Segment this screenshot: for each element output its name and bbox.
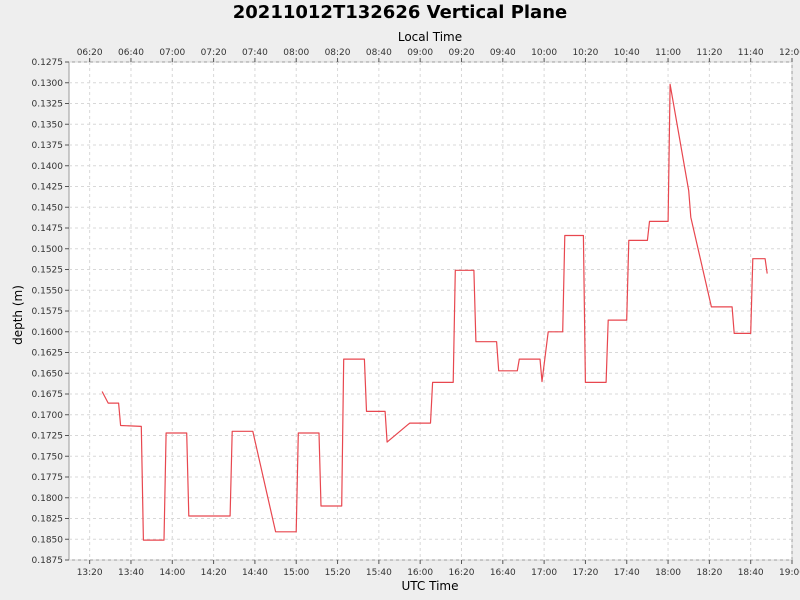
x-tick-label: 18:40 bbox=[738, 568, 764, 578]
x-tick-label: 14:40 bbox=[242, 568, 268, 578]
bottom-axis-label: UTC Time bbox=[402, 579, 459, 593]
x-tick-label: 17:40 bbox=[614, 568, 640, 578]
top-tick-label: 10:20 bbox=[572, 48, 598, 58]
top-tick-label: 09:20 bbox=[449, 48, 475, 58]
top-tick-label: 07:20 bbox=[201, 48, 227, 58]
top-axis-ticks: 06:20 06:40 07:00 07:20 07:40 08:00 08:20 08:40… bbox=[77, 48, 800, 62]
y-tick-label: 0.1800 bbox=[32, 494, 64, 504]
top-tick-label: 08:20 bbox=[325, 48, 351, 58]
grid-lines bbox=[69, 61, 793, 561]
y-tick-label: 0.1450 bbox=[32, 203, 64, 213]
y-tick-label: 0.1350 bbox=[32, 120, 64, 130]
y-tick-label: 0.1550 bbox=[32, 286, 64, 296]
x-tick-label: 18:20 bbox=[696, 568, 722, 578]
top-tick-label: 08:00 bbox=[283, 48, 309, 58]
x-tick-label: 16:00 bbox=[407, 568, 433, 578]
y-tick-label: 0.1725 bbox=[32, 432, 64, 442]
x-tick-label: 16:20 bbox=[449, 568, 475, 578]
x-tick-label: 13:40 bbox=[118, 568, 144, 578]
y-tick-label: 0.1775 bbox=[32, 473, 64, 483]
y-tick-label: 0.1300 bbox=[32, 79, 64, 89]
x-axis-ticks: 13:20 13:40 14:00 14:20 14:40 15:00 15:20 15:40… bbox=[77, 560, 800, 578]
y-tick-label: 0.1525 bbox=[32, 266, 64, 276]
chart-title: 20211012T132626 Vertical Plane bbox=[233, 2, 567, 23]
x-tick-label: 15:00 bbox=[283, 568, 309, 578]
series-group bbox=[101, 83, 768, 541]
top-tick-label: 12:00 bbox=[779, 48, 800, 58]
x-tick-label: 19:00 bbox=[779, 568, 800, 578]
x-tick-label: 15:40 bbox=[366, 568, 392, 578]
y-tick-label: 0.1625 bbox=[32, 349, 64, 359]
y-tick-label: 0.1825 bbox=[32, 515, 64, 525]
series-line bbox=[101, 83, 768, 541]
y-tick-label: 0.1375 bbox=[32, 141, 64, 151]
x-tick-label: 14:00 bbox=[159, 568, 185, 578]
top-tick-label: 07:40 bbox=[242, 48, 268, 58]
y-tick-label: 0.1650 bbox=[32, 369, 64, 379]
y-axis-ticks: 0.1275 0.1300 0.1325 0.1350 0.1375 0.1400 0.14… bbox=[32, 58, 69, 566]
top-tick-label: 08:40 bbox=[366, 48, 392, 58]
top-tick-label: 11:40 bbox=[738, 48, 764, 58]
x-tick-label: 18:00 bbox=[655, 568, 681, 578]
x-tick-label: 16:40 bbox=[490, 568, 516, 578]
top-tick-label: 07:00 bbox=[159, 48, 185, 58]
y-tick-label: 0.1325 bbox=[32, 100, 64, 110]
y-tick-label: 0.1500 bbox=[32, 245, 64, 255]
y-tick-label: 0.1400 bbox=[32, 162, 64, 172]
x-tick-label: 17:00 bbox=[531, 568, 557, 578]
y-tick-label: 0.1750 bbox=[32, 452, 64, 462]
y-axis-label: depth (m) bbox=[11, 285, 25, 345]
top-tick-label: 09:00 bbox=[407, 48, 433, 58]
top-tick-label: 10:40 bbox=[614, 48, 640, 58]
top-tick-label: 06:20 bbox=[77, 48, 103, 58]
x-tick-label: 17:20 bbox=[572, 568, 598, 578]
y-tick-label: 0.1675 bbox=[32, 390, 64, 400]
x-tick-label: 14:20 bbox=[201, 568, 227, 578]
top-tick-label: 11:00 bbox=[655, 48, 681, 58]
y-tick-label: 0.1700 bbox=[32, 411, 64, 421]
top-axis-label: Local Time bbox=[398, 30, 462, 44]
y-tick-label: 0.1875 bbox=[32, 556, 64, 566]
y-tick-label: 0.1575 bbox=[32, 307, 64, 317]
y-tick-label: 0.1425 bbox=[32, 183, 64, 193]
y-tick-label: 0.1850 bbox=[32, 535, 64, 545]
y-tick-label: 0.1600 bbox=[32, 328, 64, 338]
y-tick-label: 0.1275 bbox=[32, 58, 64, 68]
top-tick-label: 11:20 bbox=[696, 48, 722, 58]
top-tick-label: 09:40 bbox=[490, 48, 516, 58]
top-tick-label: 10:00 bbox=[531, 48, 557, 58]
top-tick-label: 06:40 bbox=[118, 48, 144, 58]
y-tick-label: 0.1475 bbox=[32, 224, 64, 234]
x-tick-label: 13:20 bbox=[77, 568, 103, 578]
x-tick-label: 15:20 bbox=[325, 568, 351, 578]
